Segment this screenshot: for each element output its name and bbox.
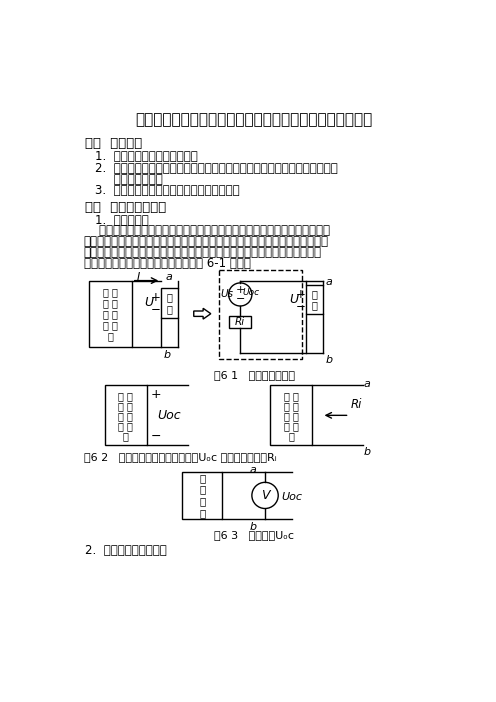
- Text: 负
载: 负 载: [167, 292, 173, 314]
- Text: 口 网: 口 网: [103, 320, 118, 330]
- Text: +: +: [236, 285, 245, 295]
- Text: U: U: [144, 296, 153, 310]
- Text: 有 源: 有 源: [119, 401, 133, 411]
- Text: 一个含独立电源、受控源和线性电阱的二端口网络，其对外作用可以用一个: 一个含独立电源、受控源和线性电阱的二端口网络，其对外作用可以用一个: [84, 225, 330, 237]
- Text: U: U: [289, 293, 298, 306]
- Text: 2.  掌握有源二端口网络的开路电压和入端等效电阱的测定方法，并了解各种: 2. 掌握有源二端口网络的开路电压和入端等效电阱的测定方法，并了解各种: [95, 162, 337, 175]
- Text: 图6 1   戴维南等效电路: 图6 1 戴维南等效电路: [214, 370, 295, 380]
- Text: a: a: [364, 379, 371, 389]
- Bar: [89, 281, 132, 347]
- Bar: [229, 316, 251, 329]
- Text: 被
测
网
络: 被 测 网 络: [199, 473, 205, 518]
- Text: a: a: [250, 465, 257, 475]
- Text: +: +: [151, 291, 161, 305]
- Text: 二 端: 二 端: [119, 411, 133, 420]
- Text: b: b: [164, 350, 171, 360]
- Text: b: b: [325, 355, 333, 365]
- Text: 《电路基础》戴维南定理验证和有源二端口网络的研究实验: 《电路基础》戴维南定理验证和有源二端口网络的研究实验: [135, 112, 373, 127]
- Text: Uoc: Uoc: [243, 288, 260, 297]
- Text: 1.  用实验方法验证戴维南定理: 1. 用实验方法验证戴维南定理: [95, 150, 197, 164]
- Text: Uoc: Uoc: [157, 409, 181, 422]
- Text: 线 性: 线 性: [284, 391, 299, 401]
- Text: 一、  实验目的: 一、 实验目的: [85, 137, 142, 150]
- Text: −: −: [236, 294, 245, 304]
- Text: 络: 络: [108, 331, 114, 341]
- Circle shape: [252, 482, 278, 508]
- Bar: [182, 472, 222, 519]
- Text: −: −: [151, 430, 162, 443]
- Text: 负
载: 负 载: [311, 289, 317, 311]
- Text: V: V: [261, 489, 269, 502]
- Text: b: b: [364, 447, 371, 457]
- Bar: [161, 289, 178, 317]
- Text: 口 网: 口 网: [119, 420, 133, 431]
- Text: −: −: [151, 303, 161, 316]
- Text: 线 性: 线 性: [119, 391, 133, 401]
- Text: 其等效内阱是二端口网络内部各独立电源置零后所对应的不含独立源的二端口: 其等效内阱是二端口网络内部各独立电源置零后所对应的不含独立源的二端口: [84, 246, 322, 259]
- Text: 有 源: 有 源: [103, 298, 118, 308]
- Bar: [270, 385, 312, 445]
- Text: 图6 3   直接测量Uₒc: 图6 3 直接测量Uₒc: [214, 530, 294, 540]
- Text: 测量方法的特点: 测量方法的特点: [95, 173, 162, 186]
- Text: −: −: [296, 300, 306, 313]
- Text: 图6 2   有源二端口网络的开路电压Uₒc 和入端等效电阱Rᵢ: 图6 2 有源二端口网络的开路电压Uₒc 和入端等效电阱Rᵢ: [84, 451, 276, 461]
- Text: 电压源串联电阱的等效电源代替，其等效源电压等于此二端口网络的开路电压，: 电压源串联电阱的等效电源代替，其等效源电压等于此二端口网络的开路电压，: [84, 235, 329, 249]
- Text: 二 端: 二 端: [103, 309, 118, 319]
- Text: 2.  开路电压的测定方法: 2. 开路电压的测定方法: [85, 544, 167, 557]
- Text: 二 端: 二 端: [284, 411, 299, 420]
- Bar: [306, 285, 323, 314]
- Text: +: +: [296, 289, 306, 301]
- Text: Uoc: Uoc: [281, 492, 303, 503]
- Circle shape: [229, 283, 252, 306]
- Text: 有 源: 有 源: [284, 401, 299, 411]
- Text: 网络的输入电阱（或称等效电阱）如图 6-1 所示。: 网络的输入电阱（或称等效电阱）如图 6-1 所示。: [84, 257, 250, 270]
- Text: b: b: [250, 522, 257, 532]
- Text: 二、  实验原理与说明: 二、 实验原理与说明: [85, 201, 167, 213]
- Bar: [219, 270, 302, 359]
- Text: a: a: [166, 272, 173, 282]
- Text: 线 性: 线 性: [103, 286, 118, 297]
- Text: a: a: [325, 277, 332, 286]
- Text: I: I: [136, 272, 140, 282]
- Text: +: +: [151, 388, 162, 401]
- Text: 络: 络: [288, 431, 294, 441]
- Text: Us: Us: [221, 289, 234, 300]
- Polygon shape: [194, 308, 211, 319]
- Text: Ri: Ri: [351, 398, 363, 411]
- Text: 口 网: 口 网: [284, 420, 299, 431]
- Text: Ri: Ri: [235, 317, 246, 327]
- Text: 络: 络: [123, 431, 129, 441]
- Bar: [105, 385, 147, 445]
- Text: 1.  戴维南定理: 1. 戴维南定理: [95, 213, 148, 227]
- Text: 3.  证实有源二端口网络输出最大功率的条件: 3. 证实有源二端口网络输出最大功率的条件: [95, 185, 239, 197]
